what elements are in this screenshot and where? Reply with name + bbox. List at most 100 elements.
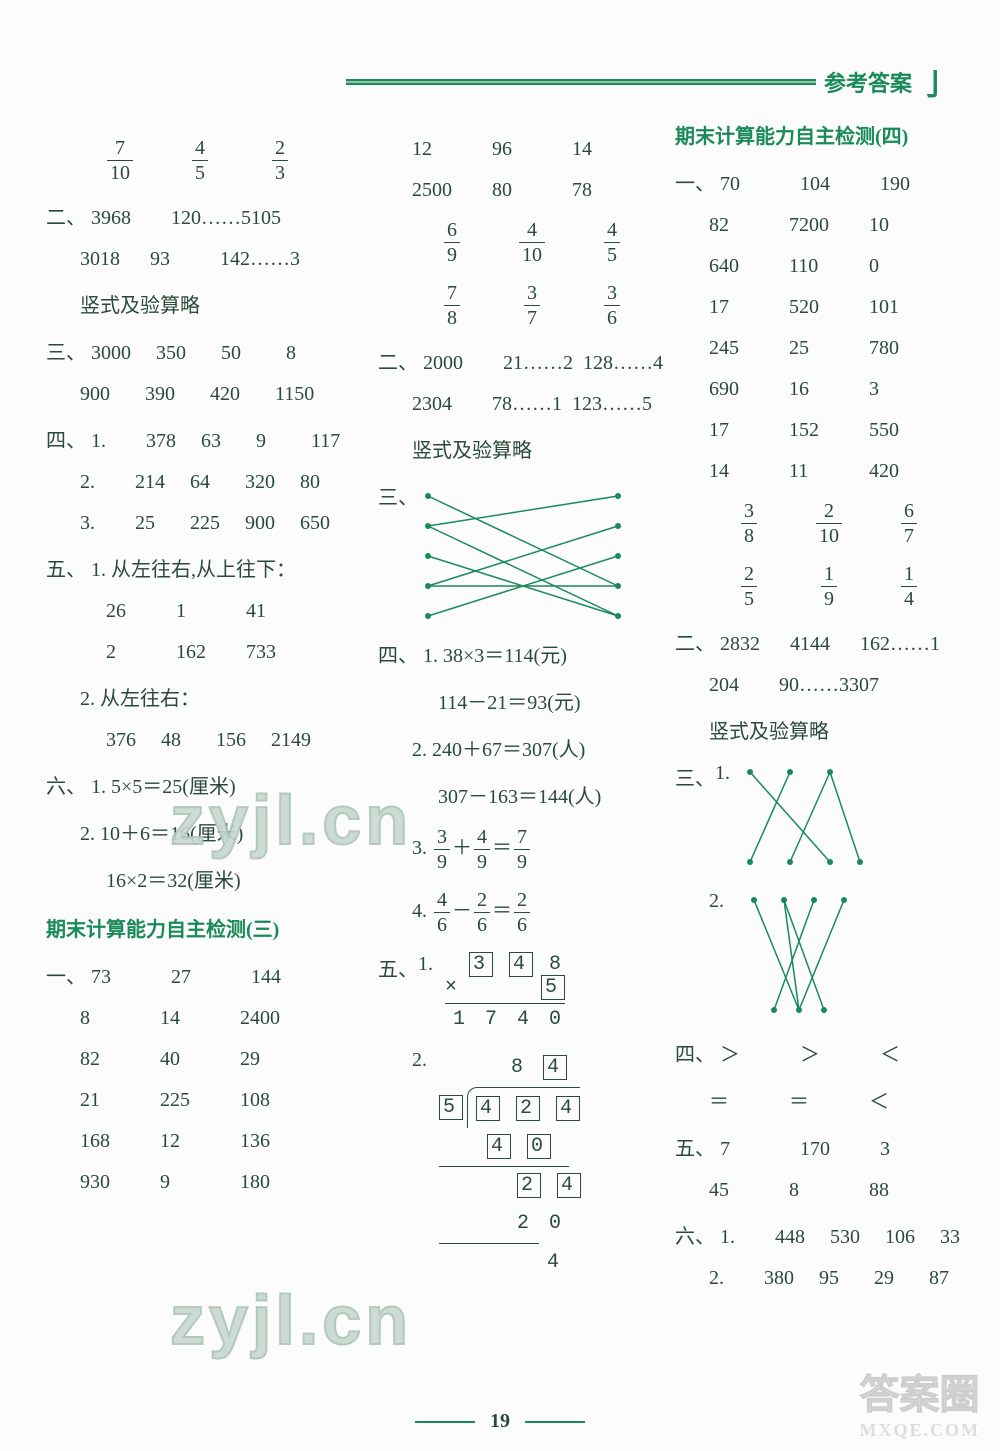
c1-sec6-2b: 16×2＝32(厘米) <box>46 864 366 893</box>
value: 12 <box>412 138 492 161</box>
label: 四、 <box>378 645 418 667</box>
c2-sec2-r2: 230478……1123……5 <box>378 393 663 416</box>
label: 二、 <box>378 352 418 374</box>
value: 78……1 <box>492 393 572 416</box>
c3-sec2-r2: 20490……3307 <box>675 674 995 697</box>
fraction: 69 <box>444 220 460 265</box>
value: 45 <box>709 1179 789 1202</box>
value: 225 <box>160 1089 240 1112</box>
c1-sec2-r1: 二、 3968120……5105 <box>46 201 366 230</box>
value: 2832 <box>720 633 790 656</box>
value: 245 <box>709 337 789 360</box>
header-title: 参考答案 <box>824 66 912 98</box>
column-1: 7104523 二、 3968120……5105 301893142……3 竖式… <box>40 120 372 1390</box>
value: 152 <box>789 419 869 442</box>
value: 3018 <box>80 248 150 271</box>
value: 108 <box>240 1089 320 1112</box>
pagenum-rule-left <box>415 1421 475 1423</box>
value: 14 <box>572 138 652 161</box>
value: 376 <box>106 729 161 752</box>
label: 五、 <box>46 559 86 581</box>
value: 101 <box>869 296 949 319</box>
value: 12 <box>160 1130 240 1153</box>
label: 三、 <box>46 342 86 364</box>
value: 2. <box>709 1267 764 1290</box>
c3-title4: 期末计算能力自主检测(四) <box>675 120 995 149</box>
value: 650 <box>300 512 355 535</box>
page-header: 参考答案 亅 <box>346 60 950 104</box>
value: 530 <box>830 1226 885 1249</box>
value: 900 <box>80 383 145 406</box>
fraction: 37 <box>524 283 540 328</box>
value: 2400 <box>240 1007 320 1030</box>
value: 27 <box>171 966 251 989</box>
value: 82 <box>709 214 789 237</box>
c1-sec5-1r1: 26141 <box>46 600 366 623</box>
value: 9 <box>160 1171 240 1194</box>
c3-s4-row: 17520101 <box>675 296 995 319</box>
fraction: 710 <box>107 138 133 183</box>
header-rule <box>346 79 816 85</box>
value: 40 <box>160 1048 240 1071</box>
c2-sec3: 三、 <box>378 481 663 621</box>
c3-sec2-note: 竖式及验算略 <box>675 715 995 744</box>
fraction: 39 <box>434 827 450 872</box>
label: 二、 <box>675 633 715 655</box>
value: 204 <box>709 674 779 697</box>
c3-sec5-r2: 45888 <box>675 1179 995 1202</box>
fraction: 45 <box>192 138 208 183</box>
value: 117 <box>311 430 366 453</box>
c2-sec2-r1: 二、 200021……2128……4 <box>378 346 663 375</box>
value: 3968 <box>91 207 171 230</box>
value: 8 <box>789 1179 869 1202</box>
value: 2000 <box>423 352 503 375</box>
label: 四、 <box>675 1044 715 1066</box>
c2-top-fracrow: 783736 <box>378 283 663 328</box>
c1-s3-row: 16812136 <box>46 1130 366 1153</box>
label: 三、 <box>675 762 715 791</box>
c3-s4-row: 1411420 <box>675 460 995 483</box>
c2-top-fracrow: 6941045 <box>378 220 663 265</box>
value: 390 <box>145 383 210 406</box>
c1-s3-row: 9309180 <box>46 1171 366 1194</box>
value: 690 <box>709 378 789 401</box>
value: 420 <box>869 460 949 483</box>
value: 41 <box>246 600 316 623</box>
value: 307 <box>849 674 919 697</box>
value: ＜ <box>869 1085 949 1114</box>
fraction: 19 <box>821 564 837 609</box>
column-2: 12961425008078 6941045783736 二、 200021……… <box>372 120 669 1390</box>
value: 17 <box>709 296 789 319</box>
value: 156 <box>216 729 271 752</box>
fraction: 410 <box>519 220 545 265</box>
page: 参考答案 亅 7104523 二、 3968120……5105 30189314… <box>0 0 1000 1451</box>
fraction: 78 <box>444 283 460 328</box>
c2-top-row: 25008078 <box>378 179 663 202</box>
c1-sec5-1r2: 2162733 <box>46 641 366 664</box>
c3-s4-row: 24525780 <box>675 337 995 360</box>
value: 70 <box>720 173 800 196</box>
value: 105 <box>251 207 331 230</box>
value: 14 <box>160 1007 240 1030</box>
value: 64 <box>190 471 245 494</box>
c1-sec3-r1: 三、 3000350508 <box>46 336 366 365</box>
fraction: 67 <box>901 501 917 546</box>
c2-sec4-1a: 四、 1. 38×3＝114(元) <box>378 639 663 668</box>
c1-sec6-1: 六、 1. 5×5＝25(厘米) <box>46 770 366 799</box>
value: 3 <box>880 1138 960 1161</box>
fraction: 46 <box>434 890 450 935</box>
value: 80 <box>300 471 355 494</box>
value: 88 <box>869 1179 949 1202</box>
c2-sec4-2a: 2. 240＋67＝307(人) <box>378 733 663 762</box>
c3-s4-row: 82720010 <box>675 214 995 237</box>
c1-s3-row: 21225108 <box>46 1089 366 1112</box>
label: 三、 <box>378 481 418 510</box>
value: ＝ <box>789 1085 869 1114</box>
matching-diagram-2 <box>729 890 859 1020</box>
value: 0 <box>869 255 949 278</box>
label: 六、 <box>675 1226 715 1248</box>
value: ＞ <box>720 1038 800 1067</box>
value: 93 <box>150 248 220 271</box>
value: 128……4 <box>583 352 663 375</box>
value: 14 <box>709 460 789 483</box>
